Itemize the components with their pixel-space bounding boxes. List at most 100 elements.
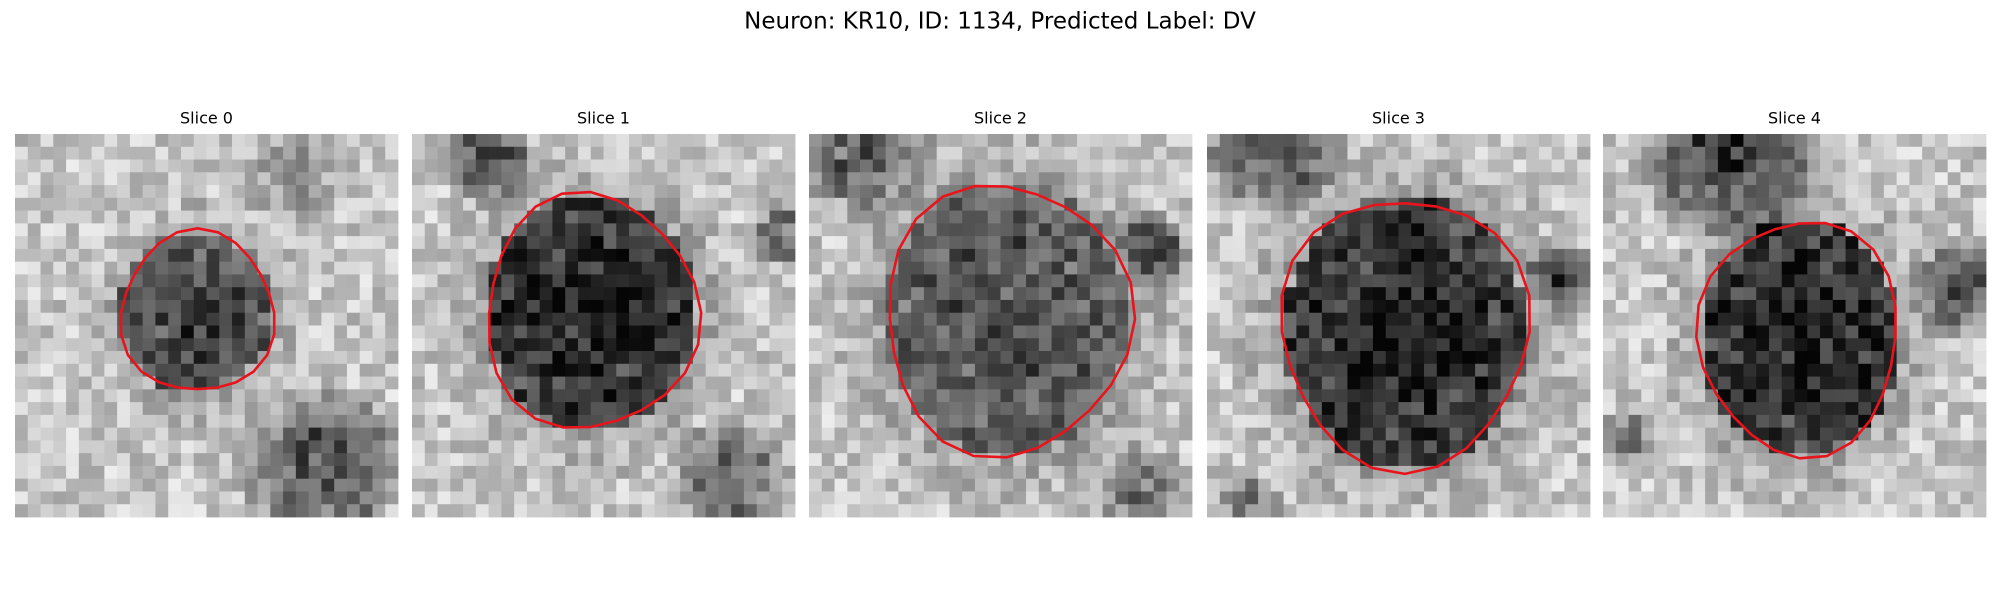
- pixel: [257, 325, 271, 339]
- pixel: [372, 299, 386, 314]
- pixel: [1845, 504, 1859, 518]
- pixel: [949, 363, 963, 377]
- pixel: [860, 299, 874, 314]
- pixel: [1334, 402, 1348, 416]
- pixel: [1551, 274, 1565, 288]
- pixel: [1743, 159, 1757, 173]
- pixel: [1026, 261, 1040, 275]
- pixel: [1538, 185, 1553, 199]
- pixel: [1166, 376, 1180, 390]
- pixel: [1909, 504, 1923, 518]
- pixel: [590, 351, 604, 365]
- pixel: [437, 248, 451, 263]
- pixel: [1360, 414, 1374, 429]
- pixel: [346, 210, 361, 224]
- pixel: [654, 414, 668, 429]
- pixel: [1283, 172, 1297, 186]
- pixel: [1115, 491, 1129, 505]
- pixel: [705, 414, 719, 429]
- pixel: [1347, 491, 1361, 505]
- pixel: [1398, 261, 1412, 275]
- pixel: [1871, 197, 1885, 211]
- pixel: [1436, 223, 1450, 237]
- pixel: [91, 274, 105, 288]
- pixel: [1832, 146, 1846, 160]
- pixel: [1102, 453, 1116, 467]
- pixel: [129, 478, 144, 492]
- pixel: [424, 185, 438, 199]
- pixel: [501, 363, 515, 377]
- pixel: [1475, 389, 1489, 403]
- pixel: [475, 210, 489, 224]
- pixel: [283, 465, 297, 480]
- pixel: [769, 312, 783, 326]
- pixel: [1089, 236, 1104, 250]
- pixel: [1372, 146, 1387, 160]
- pixel: [1372, 287, 1387, 301]
- pixel: [1730, 134, 1744, 148]
- pixel: [1038, 223, 1052, 237]
- pixel: [847, 414, 861, 429]
- pixel: [1794, 376, 1808, 390]
- pixel: [1692, 453, 1706, 467]
- pixel: [1679, 389, 1693, 403]
- pixel: [1679, 274, 1693, 288]
- pixel: [501, 185, 515, 199]
- pixel: [295, 299, 310, 314]
- pixel: [911, 363, 925, 377]
- pixel: [1153, 402, 1167, 416]
- pixel: [1692, 312, 1706, 326]
- pixel: [680, 402, 694, 416]
- pixel: [1424, 159, 1438, 173]
- pixel: [1360, 287, 1374, 301]
- pixel: [1334, 159, 1348, 173]
- pixel: [1296, 159, 1310, 173]
- pixel: [911, 159, 925, 173]
- pixel: [424, 134, 438, 148]
- pixel: [1424, 414, 1438, 429]
- pixel: [1258, 363, 1272, 377]
- pixel: [603, 402, 617, 416]
- pixel: [936, 351, 950, 365]
- pixel: [1089, 440, 1104, 454]
- pixel: [782, 172, 796, 186]
- pixel: [1385, 453, 1399, 467]
- pixel: [78, 159, 92, 173]
- pixel: [283, 197, 297, 211]
- pixel: [488, 248, 502, 263]
- pixel: [1666, 427, 1680, 441]
- pixel: [40, 478, 54, 492]
- pixel: [731, 248, 745, 263]
- pixel: [718, 338, 732, 352]
- pixel: [654, 185, 668, 199]
- pixel: [1436, 134, 1450, 148]
- pixel: [1245, 491, 1259, 505]
- pixel: [1347, 134, 1361, 148]
- pixel: [1219, 465, 1233, 480]
- pixel: [334, 376, 348, 390]
- pixel: [501, 440, 515, 454]
- pixel: [1398, 389, 1412, 403]
- pixel: [180, 134, 195, 148]
- pixel: [1475, 453, 1489, 467]
- pixel: [1832, 185, 1846, 199]
- pixel: [565, 351, 579, 365]
- pixel: [1871, 134, 1885, 148]
- pixel: [244, 312, 258, 326]
- pixel: [1679, 210, 1693, 224]
- pixel: [1807, 376, 1821, 390]
- pixel: [1641, 134, 1655, 148]
- pixel: [1270, 159, 1284, 173]
- pixel: [1973, 427, 1987, 441]
- pixel: [1321, 185, 1336, 199]
- pixel: [1845, 325, 1859, 339]
- pixel: [1153, 236, 1167, 250]
- pixel: [898, 414, 912, 429]
- pixel: [769, 338, 783, 352]
- pixel: [1462, 261, 1476, 275]
- pixel: [1615, 351, 1629, 365]
- pixel: [1922, 376, 1936, 390]
- pixel: [1973, 453, 1987, 467]
- pixel: [1743, 363, 1757, 377]
- pixel: [1615, 248, 1629, 263]
